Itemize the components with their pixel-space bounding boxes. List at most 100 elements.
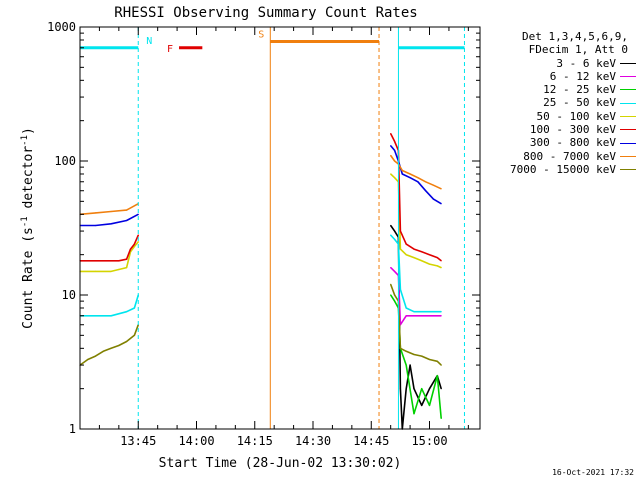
data-point-800-7000-keV-19-7	[432, 184, 434, 186]
data-point-7000-15000-keV-19-6	[421, 355, 423, 357]
data-point-800-7000-keV-0-3	[126, 209, 128, 211]
data-point-300-800-keV-19-6	[425, 190, 427, 192]
data-point-100-300-keV-20-3	[399, 230, 401, 232]
legend-label: 12 - 25 keV	[543, 83, 616, 97]
y-axis-label-main: Count Rate (s	[21, 227, 36, 329]
legend-item-50-100-keV: 50 - 100 keV	[478, 110, 636, 123]
data-point-12-25-keV-20-6	[421, 388, 423, 390]
data-point-50-100-keV-20-8	[436, 265, 438, 267]
data-point-300-800-keV-19-4	[409, 177, 411, 179]
data-point-800-7000-keV-0-2	[110, 210, 112, 213]
data-point-12-25-keV-20-9	[440, 417, 442, 419]
data-point-6-12-keV-19-0	[390, 267, 392, 269]
y-tick-label-10: 10	[62, 288, 76, 302]
data-point-6-12-keV-19-6	[421, 315, 423, 317]
data-point-100-300-keV-20-5	[413, 248, 415, 250]
data-point-50-100-keV-20-5	[413, 257, 415, 259]
flag-f-label: F	[167, 44, 173, 55]
chart-title: RHESSI Observing Summary Count Rates	[114, 5, 417, 21]
series-line-800-7000-keV-1	[79, 202, 139, 216]
series-line-12-25-keV-21	[390, 294, 442, 419]
y-tick-label-1000: 1000	[47, 20, 76, 34]
axis-layer: 1 10 100 1000 13:45 14:00 14:15 14:30 14:45 15:00	[47, 20, 480, 448]
data-point-300-800-keV-0-4	[137, 213, 139, 215]
legend-item-6-12-keV: 6 - 12 keV	[478, 70, 636, 83]
x-tick-label-30: 14:00	[178, 434, 214, 448]
data-point-12-25-keV-20-8	[436, 375, 438, 377]
data-point-100-300-keV-20-7	[428, 254, 431, 256]
legend-swatch	[620, 142, 636, 144]
series-line-300-800-keV-1	[80, 213, 139, 227]
legend-swatch	[620, 129, 636, 131]
legend-label: 25 - 50 keV	[543, 96, 616, 110]
legend-label: 3 - 6 keV	[556, 56, 616, 70]
plot-frame	[79, 26, 481, 430]
data-point-3-6-keV-19-6	[409, 364, 411, 366]
y-axis-label: Count Rate (s-1 detector-1)	[20, 127, 36, 329]
data-point-100-300-keV-20-1	[394, 140, 396, 142]
legend-swatch	[620, 155, 636, 157]
data-point-300-800-keV-19-0	[390, 145, 392, 147]
data-point-50-100-keV-20-0	[390, 173, 392, 175]
data-point-50-100-keV-20-4	[405, 254, 407, 256]
data-point-7000-15000-keV-19-3	[399, 347, 401, 349]
data-point-7000-15000-keV-19-0	[390, 283, 392, 285]
data-point-100-300-keV-0-5	[129, 248, 132, 250]
data-point-50-100-keV-20-7	[428, 263, 431, 265]
x-tick-label-15: 13:45	[120, 434, 156, 448]
x-tick-label-75: 14:45	[353, 434, 389, 448]
data-point-300-800-keV-19-8	[440, 203, 442, 205]
data-point-800-7000-keV-0-1	[94, 212, 97, 214]
legend-swatch	[620, 76, 636, 78]
legend-label: 100 - 300 keV	[529, 123, 616, 137]
data-point-100-300-keV-0-1	[94, 260, 97, 262]
series-line-25-50-keV-21	[390, 234, 442, 313]
series-line-7000-15000-keV-20	[389, 284, 442, 366]
legend-label: 7000 - 15000 keV	[510, 162, 616, 176]
y-axis-label-end: )	[21, 127, 36, 135]
series-line-7000-15000-keV-1	[79, 324, 140, 366]
data-point-25-50-keV-0-1	[94, 315, 97, 317]
legend-header-line-1: Det 1,3,4,5,6,9,	[522, 30, 628, 43]
data-point-50-100-keV-20-9	[440, 267, 442, 269]
data-point-25-50-keV-20-9	[440, 311, 442, 313]
date-stamp: 16-Oct-2021 17:32	[552, 468, 634, 477]
data-point-100-300-keV-20-0	[390, 133, 392, 135]
data-point-3-6-keV-19-3	[399, 388, 401, 390]
legend-swatch	[620, 169, 636, 171]
data-point-800-7000-keV-19-4	[409, 173, 411, 175]
legend-item-12-25-keV: 12 - 25 keV	[478, 83, 636, 96]
data-point-800-7000-keV-19-6	[425, 181, 427, 183]
data-point-100-300-keV-0-3	[118, 260, 120, 262]
x-axis-label: Start Time (28-Jun-02 13:30:02)	[159, 456, 402, 471]
x-tick-label-90: 15:00	[411, 434, 447, 448]
data-point-50-100-keV-0-7	[137, 241, 139, 243]
data-point-300-800-keV-19-5	[417, 181, 419, 183]
data-point-7000-15000-keV-19-5	[413, 353, 415, 356]
data-point-300-800-keV-0-2	[110, 223, 112, 225]
legend-rows: 3 - 6 keV 6 - 12 keV 12 - 25 keV 25 - 50 ke…	[478, 57, 636, 177]
legend-swatch	[620, 115, 636, 117]
data-point-25-50-keV-20-7	[428, 311, 431, 313]
y-axis-label-mid: detector	[21, 146, 36, 217]
data-point-3-6-keV-19-7	[413, 388, 415, 390]
data-point-50-100-keV-0-1	[94, 270, 97, 272]
data-point-50-100-keV-0-4	[126, 267, 128, 269]
legend-item-300-800-keV: 300 - 800 keV	[478, 136, 636, 149]
data-point-6-12-keV-19-5	[413, 315, 415, 317]
legend-label: 800 - 7000 keV	[523, 149, 616, 163]
flag-s-label: S	[258, 29, 264, 40]
data-point-300-800-keV-0-3	[126, 219, 128, 222]
data-layer	[79, 133, 442, 430]
x-tick-label-45: 14:15	[237, 434, 273, 448]
legend-swatch	[620, 102, 636, 104]
data-point-7000-15000-keV-0-6	[126, 340, 128, 343]
data-point-7000-15000-keV-19-4	[405, 350, 407, 352]
data-point-12-25-keV-20-5	[413, 413, 415, 415]
data-point-7000-15000-keV-19-9	[440, 364, 442, 366]
legend-item-100-300-keV: 100 - 300 keV	[478, 123, 636, 136]
data-point-50-100-keV-0-3	[118, 268, 120, 271]
y-axis-label-sup2: -1	[20, 135, 30, 146]
data-point-6-12-keV-19-1	[394, 270, 396, 272]
data-point-7000-15000-keV-0-7	[133, 334, 135, 336]
